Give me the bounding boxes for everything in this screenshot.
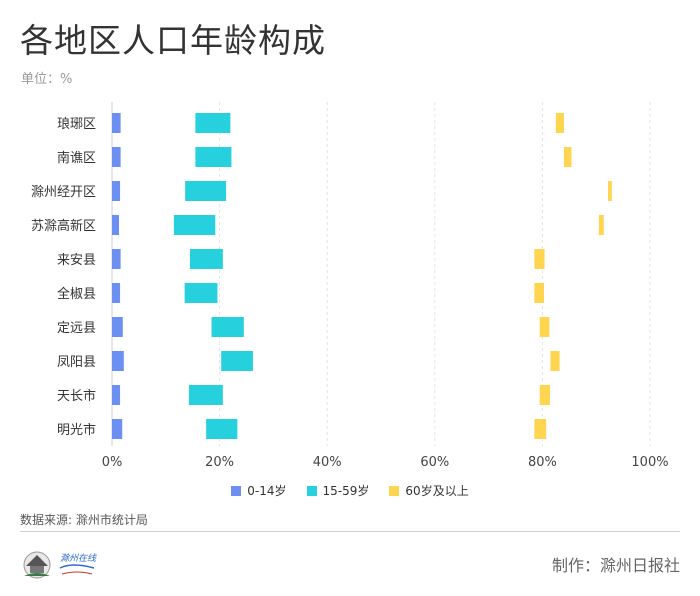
bars bbox=[112, 113, 612, 439]
bar-15-59岁-来安县 bbox=[190, 249, 223, 269]
bar-0-14岁-滁州经开区 bbox=[112, 181, 121, 201]
bar-60岁及以上-凤阳县 bbox=[550, 351, 560, 371]
logo-wordmark: 滁州在线 bbox=[60, 553, 97, 564]
bar-15-59岁-南谯区 bbox=[195, 147, 232, 167]
bar-60岁及以上-南谯区 bbox=[563, 147, 572, 167]
x-tick-label: 20% bbox=[205, 455, 234, 470]
x-tick-label: 0% bbox=[102, 455, 123, 470]
chart-legend: 0-14岁 15-59岁 60岁及以上 bbox=[0, 482, 700, 499]
bar-60岁及以上-苏滁高新区 bbox=[598, 215, 604, 235]
data-source: 数据来源: 滁州市统计局 bbox=[20, 513, 148, 527]
bar-60岁及以上-天长市 bbox=[539, 385, 550, 405]
bar-15-59岁-天长市 bbox=[188, 385, 223, 405]
category-label: 滁州经开区 bbox=[31, 184, 96, 200]
x-tick-label: 40% bbox=[313, 455, 342, 470]
category-label: 来安县 bbox=[57, 253, 96, 268]
legend-item: 15-59岁 bbox=[306, 482, 370, 499]
category-label: 定远县 bbox=[57, 321, 96, 336]
footer-divider bbox=[20, 531, 680, 532]
bar-15-59岁-定远县 bbox=[211, 317, 244, 337]
category-label: 天长市 bbox=[57, 388, 96, 404]
bar-0-14岁-苏滁高新区 bbox=[112, 215, 119, 235]
legend-swatch bbox=[306, 485, 317, 496]
pavilion-logo-icon: 滁州在线 bbox=[23, 551, 97, 579]
category-label: 琅琊区 bbox=[57, 117, 96, 132]
x-tick-labels: 0% 20% 40% 60% 80% 100% bbox=[102, 455, 669, 470]
x-tick-label: 60% bbox=[420, 455, 449, 470]
bar-60岁及以上-明光市 bbox=[534, 419, 547, 439]
bar-15-59岁-苏滁高新区 bbox=[173, 215, 216, 235]
bar-0-14岁-天长市 bbox=[112, 385, 121, 405]
bar-0-14岁-全椒县 bbox=[112, 283, 121, 303]
category-label: 凤阳县 bbox=[57, 355, 96, 370]
bar-0-14岁-明光市 bbox=[112, 419, 123, 439]
legend-label: 0-14岁 bbox=[247, 484, 287, 498]
legend-label: 15-59岁 bbox=[322, 484, 370, 498]
bar-15-59岁-凤阳县 bbox=[221, 351, 253, 371]
bar-15-59岁-明光市 bbox=[206, 419, 238, 439]
bar-0-14岁-琅琊区 bbox=[112, 113, 121, 133]
bar-15-59岁-全椒县 bbox=[184, 283, 218, 303]
legend-item: 0-14岁 bbox=[231, 482, 287, 499]
category-label: 全椒县 bbox=[57, 286, 96, 302]
bar-60岁及以上-全椒县 bbox=[534, 283, 545, 303]
legend-label: 60岁及以上 bbox=[405, 484, 469, 498]
category-label: 明光市 bbox=[57, 422, 96, 438]
bar-60岁及以上-来安县 bbox=[534, 249, 545, 269]
legend-swatch bbox=[231, 485, 242, 496]
producer-credit: 制作：滁州日报社 bbox=[551, 556, 680, 575]
unit-label: 单位：% bbox=[21, 72, 73, 87]
bar-15-59岁-琅琊区 bbox=[195, 113, 231, 133]
bar-60岁及以上-滁州经开区 bbox=[608, 181, 612, 201]
bar-0-14岁-凤阳县 bbox=[112, 351, 124, 371]
bar-60岁及以上-琅琊区 bbox=[555, 113, 564, 133]
chart-title: 各地区人口年龄构成 bbox=[20, 21, 326, 60]
bar-0-14岁-南谯区 bbox=[112, 147, 121, 167]
category-label: 南谯区 bbox=[57, 150, 96, 166]
legend-item: 60岁及以上 bbox=[389, 482, 469, 499]
bar-0-14岁-定远县 bbox=[112, 317, 123, 337]
x-tick-label: 100% bbox=[631, 455, 668, 470]
bar-0-14岁-来安县 bbox=[112, 249, 121, 269]
bar-15-59岁-滁州经开区 bbox=[185, 181, 227, 201]
x-tick-label: 80% bbox=[528, 455, 557, 470]
category-label: 苏滁高新区 bbox=[31, 218, 96, 234]
bar-60岁及以上-定远县 bbox=[539, 317, 550, 337]
legend-swatch bbox=[389, 485, 400, 496]
